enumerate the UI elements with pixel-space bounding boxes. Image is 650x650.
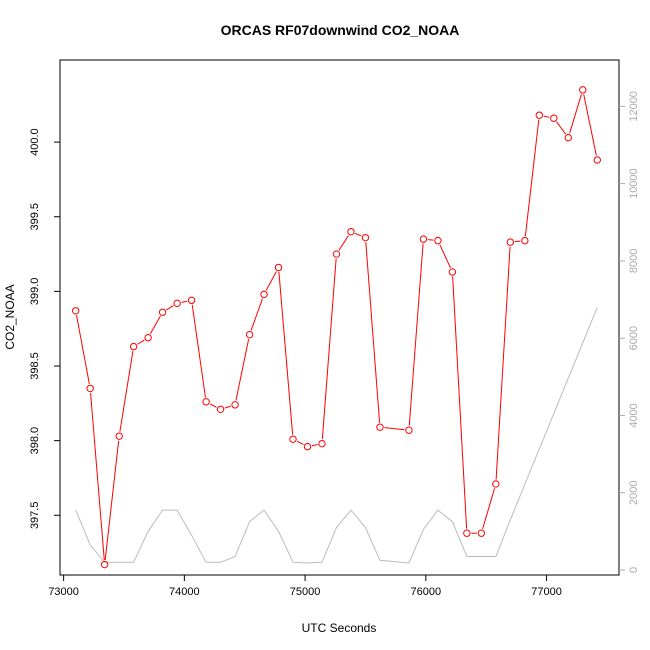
series-line-segment	[265, 271, 277, 291]
data-point	[303, 442, 312, 451]
data-point	[332, 250, 341, 258]
series-line-segment	[569, 94, 582, 134]
secondary-series-line	[75, 307, 598, 564]
series-line-segment	[583, 94, 597, 156]
y-tick-label: 399.5	[29, 203, 41, 231]
series-line-segment	[209, 403, 217, 408]
series-line-segment	[321, 258, 337, 440]
series-line-segment	[482, 488, 496, 530]
series-line-segment	[181, 300, 188, 303]
data-point	[579, 86, 587, 94]
series-line-segment	[439, 244, 451, 269]
x-tick-label: 77000	[531, 586, 562, 598]
data-point	[231, 401, 239, 409]
series-line-segment	[514, 240, 521, 243]
series-line-segment	[452, 276, 468, 529]
series-line-segment	[427, 239, 434, 241]
x-tick-label: 76000	[411, 586, 442, 598]
data-point	[405, 426, 413, 434]
series-line-segment	[338, 235, 349, 251]
data-point	[434, 236, 442, 245]
y2-tick-label: 12000	[628, 91, 640, 122]
data-point	[202, 398, 210, 406]
y2-tick-label: 2000	[628, 480, 640, 504]
data-point	[144, 333, 152, 342]
data-point	[535, 111, 544, 119]
data-point	[260, 290, 268, 299]
series-line-segment	[250, 298, 263, 331]
x-tick-label: 74000	[169, 586, 200, 598]
data-point	[216, 405, 225, 414]
data-point	[521, 236, 529, 245]
series-line-segment	[76, 315, 90, 385]
series-line-segment	[137, 339, 145, 345]
data-point	[419, 235, 428, 243]
x-tick-label: 73000	[48, 586, 79, 598]
series-line-segment	[365, 242, 381, 423]
y2-tick-label: 10000	[628, 168, 640, 199]
y-axis-label: CO2_NOAA	[3, 284, 17, 349]
series-line-segment	[90, 392, 105, 561]
series-line-segment	[278, 271, 294, 435]
plot-frame	[59, 59, 620, 576]
series-line-segment	[296, 440, 304, 446]
data-point	[318, 439, 326, 448]
data-point	[274, 263, 283, 272]
series-line-segment	[408, 243, 424, 426]
data-point	[492, 480, 500, 488]
data-point	[463, 529, 471, 537]
series-line-segment	[104, 440, 120, 561]
y2-tick-label: 8000	[628, 249, 640, 273]
series-line-segment	[191, 304, 206, 398]
data-point	[100, 560, 109, 569]
data-point	[289, 435, 297, 443]
series-line-segment	[524, 119, 540, 237]
y-tick-label: 397.5	[29, 502, 41, 530]
series-layer	[71, 86, 601, 569]
data-point	[564, 133, 572, 142]
data-point	[361, 233, 370, 242]
data-point	[115, 432, 123, 440]
data-point	[506, 238, 515, 246]
series-line-segment	[235, 338, 250, 401]
y2-axis: 0 2000 4000 6000 8000 10000 12000	[619, 91, 640, 573]
x-axis-label: UTC Seconds	[302, 621, 377, 635]
y2-tick-label: 0	[628, 567, 640, 573]
data-point	[173, 299, 181, 308]
x-axis: 73000 74000 75000 76000 77000	[48, 575, 562, 598]
data-point	[245, 330, 254, 339]
data-point	[593, 156, 601, 164]
data-point	[376, 423, 384, 431]
series-line-segment	[311, 444, 318, 447]
series-line-segment	[495, 246, 511, 480]
x-tick-label: 75000	[290, 586, 321, 598]
series-line-segment	[354, 232, 362, 237]
data-point	[550, 114, 558, 122]
data-point	[187, 296, 196, 305]
series-line-segment	[166, 305, 174, 311]
series-line-segment	[224, 405, 231, 409]
y-tick-label: 399.0	[29, 278, 41, 306]
series-line-segment	[119, 350, 134, 432]
y-tick-label: 398.5	[29, 352, 41, 380]
data-point	[129, 342, 138, 351]
series-line-segment	[149, 315, 161, 334]
chart-title: ORCAS RF07downwind CO2_NOAA	[221, 22, 460, 38]
series-line-segment	[543, 115, 550, 118]
y-tick-label: 398.0	[29, 427, 41, 455]
y-axis: 397.5 398.0 398.5 399.0 399.5 400.0	[29, 128, 60, 529]
data-point	[86, 384, 94, 393]
series-line-segment	[384, 427, 405, 431]
data-point	[158, 308, 167, 316]
y2-tick-label: 6000	[628, 326, 640, 350]
y-tick-label: 400.0	[29, 128, 41, 156]
series-line-segment	[556, 121, 567, 135]
data-point	[347, 227, 355, 236]
y2-tick-label: 4000	[628, 403, 640, 427]
data-point	[448, 268, 457, 276]
data-point	[477, 529, 486, 537]
data-point	[71, 307, 80, 315]
